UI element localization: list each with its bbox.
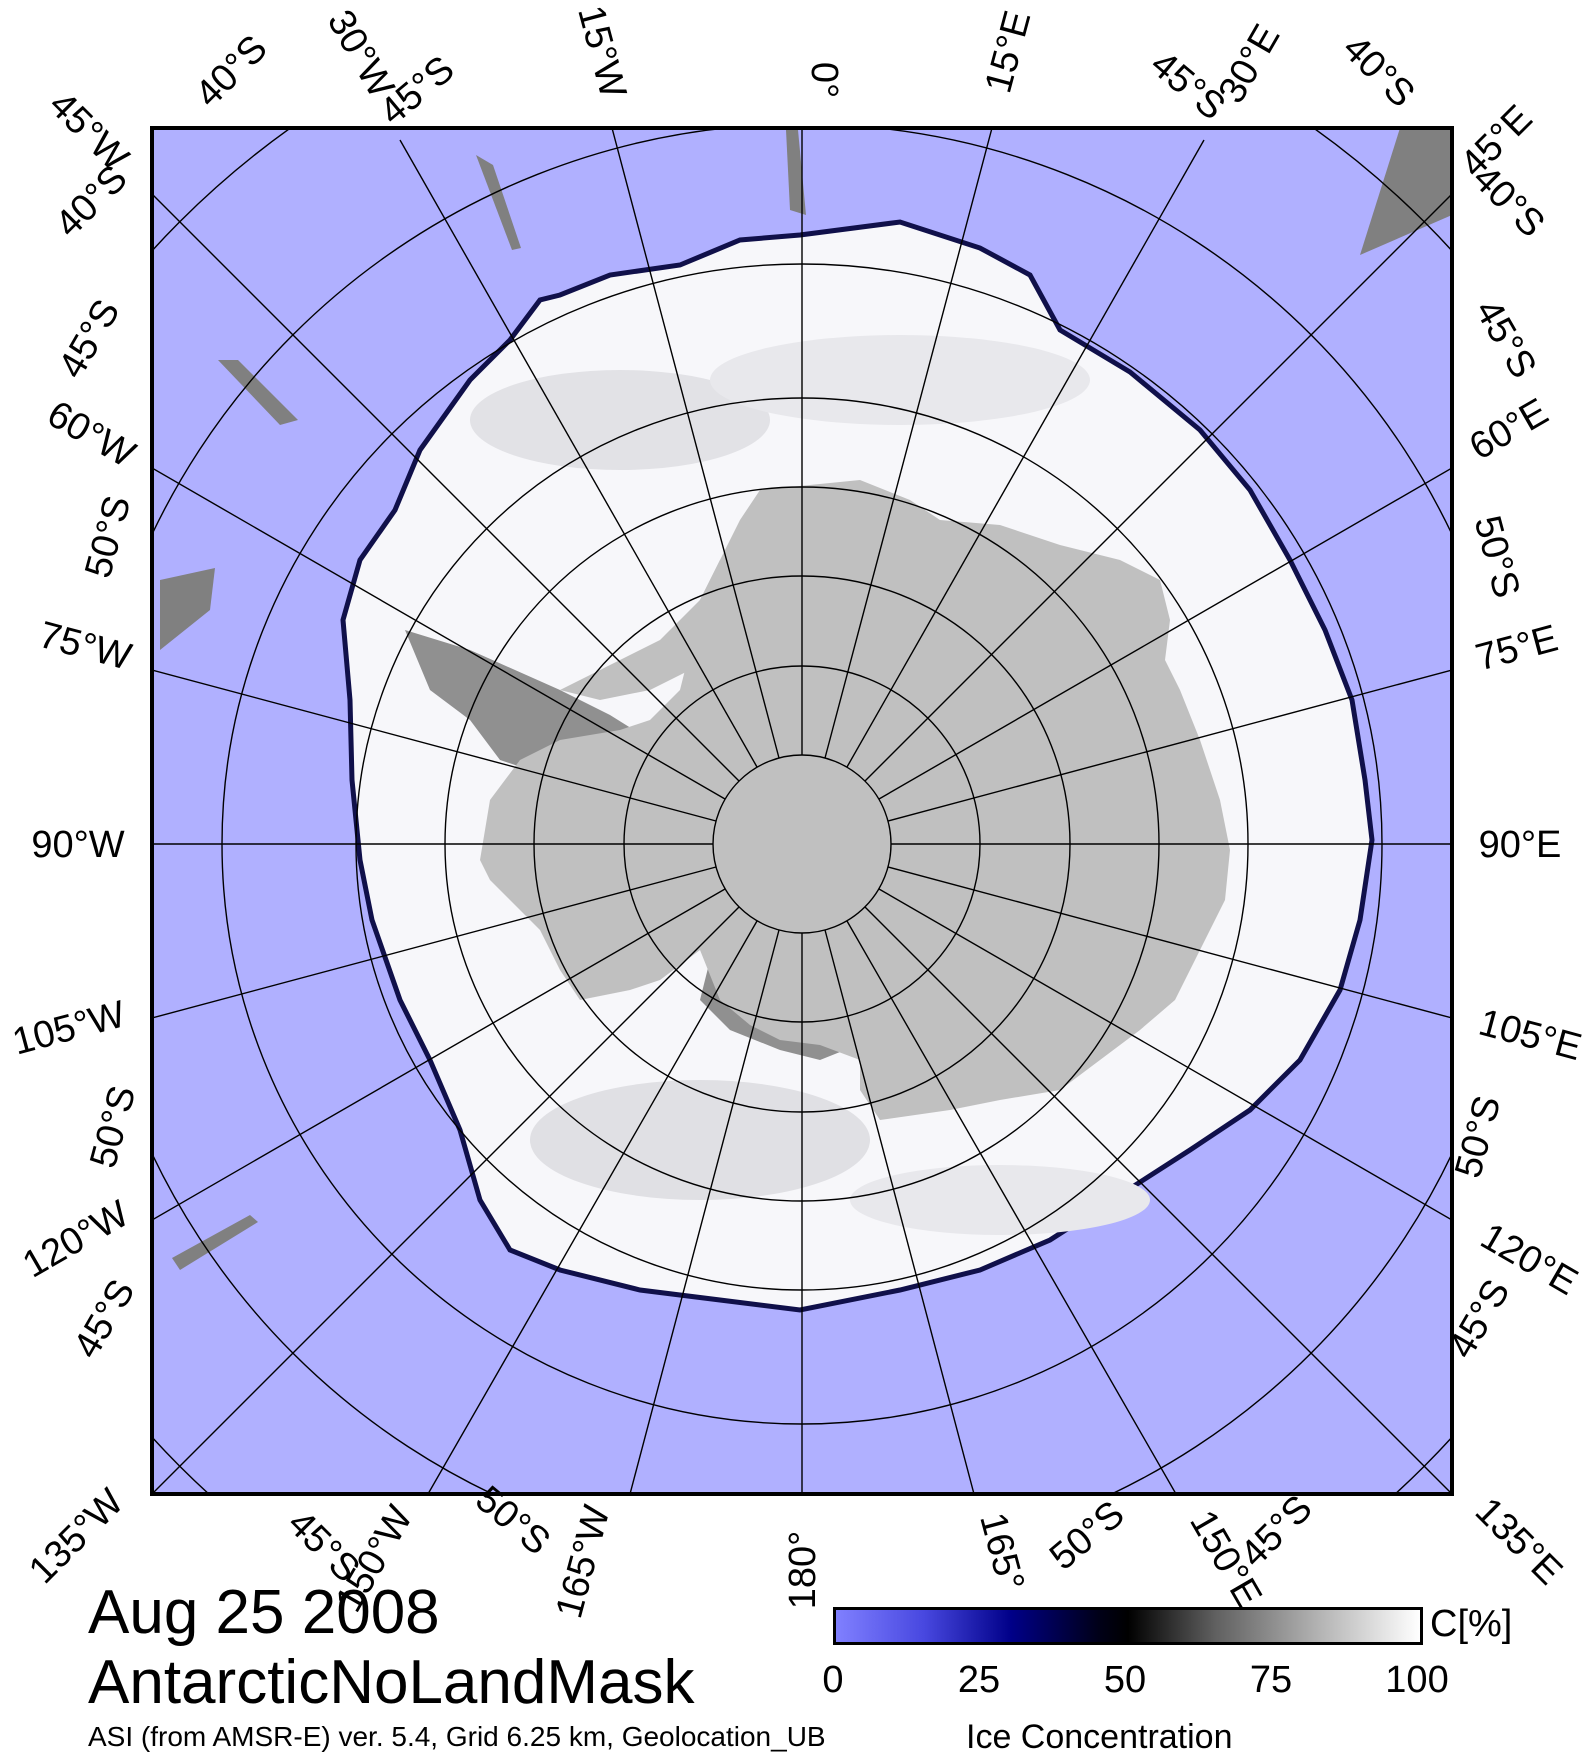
ice-texture	[850, 1165, 1150, 1235]
colorbar-tick: 0	[822, 1659, 844, 1701]
grid-label-top: 30°E	[1211, 18, 1289, 111]
ice-texture	[530, 1080, 870, 1200]
island	[160, 568, 215, 650]
product-footnote: ASI (from AMSR-E) ver. 5.4, Grid 6.25 km…	[88, 1721, 826, 1752]
island	[218, 360, 298, 425]
ice-texture	[710, 335, 1090, 425]
grid-label-top: 40°S	[1334, 27, 1422, 115]
grid-label-bottom: 165°W	[548, 1501, 618, 1623]
grid-label-bottom: 180°	[782, 1531, 824, 1610]
grid-label-right: 105°E	[1474, 1002, 1585, 1069]
island	[172, 1215, 258, 1270]
grid-label-left: 75°W	[35, 614, 136, 679]
grid-label-left: 60°W	[40, 393, 142, 476]
mask-name: AntarcticNoLandMask	[88, 1648, 695, 1717]
grid-label-right: 60°E	[1463, 391, 1556, 469]
grid-label-top: 40°S	[187, 27, 275, 115]
grid-label-top: 0°	[803, 62, 845, 98]
grid-label-bottom: 50°S	[1042, 1493, 1132, 1578]
grid-label-right: 90°E	[1479, 824, 1562, 866]
island	[476, 155, 521, 250]
grid-label-left: 50°S	[77, 491, 139, 582]
grid-label-left: 45°S	[51, 293, 129, 386]
grid-label-top: 45°W	[41, 84, 137, 180]
grid-label-right: 45°S	[1467, 293, 1545, 386]
colorbar-tick: 25	[957, 1659, 1001, 1701]
grid-label-left: 90°W	[31, 824, 124, 866]
grid-label-left: 40°S	[47, 157, 135, 245]
colorbar	[833, 1607, 1423, 1645]
map-date: Aug 25 2008	[88, 1578, 440, 1647]
colorbar-unit: C[%]	[1430, 1603, 1513, 1645]
grid-label-top: 15°E	[977, 6, 1039, 97]
antarctic-peninsula	[560, 560, 720, 700]
colorbar-tick: 75	[1249, 1659, 1293, 1701]
grid-label-bottom: 165°	[971, 1508, 1032, 1595]
grid-label-bottom: 135°W	[21, 1481, 132, 1592]
grid-label-bottom: 135°E	[1467, 1490, 1570, 1593]
grid-label-left: 120°W	[16, 1193, 136, 1287]
grid-label-top: 15°W	[569, 1, 634, 102]
grid-label-left: 50°S	[82, 1081, 144, 1172]
island	[1360, 128, 1452, 255]
colorbar-tick: 100	[1385, 1659, 1449, 1701]
grid-label-left: 105°W	[8, 993, 130, 1063]
grid-label-right: 50°S	[1466, 511, 1528, 602]
grid-label-right: 50°S	[1447, 1091, 1509, 1182]
colorbar-tick: 50	[1103, 1659, 1147, 1701]
colorbar-title: Ice Concentration	[966, 1718, 1233, 1756]
grid-label-right: 75°E	[1471, 617, 1562, 679]
island	[786, 130, 806, 215]
map-frame	[150, 126, 1454, 1496]
grid-label-left: 45°S	[66, 1273, 144, 1366]
